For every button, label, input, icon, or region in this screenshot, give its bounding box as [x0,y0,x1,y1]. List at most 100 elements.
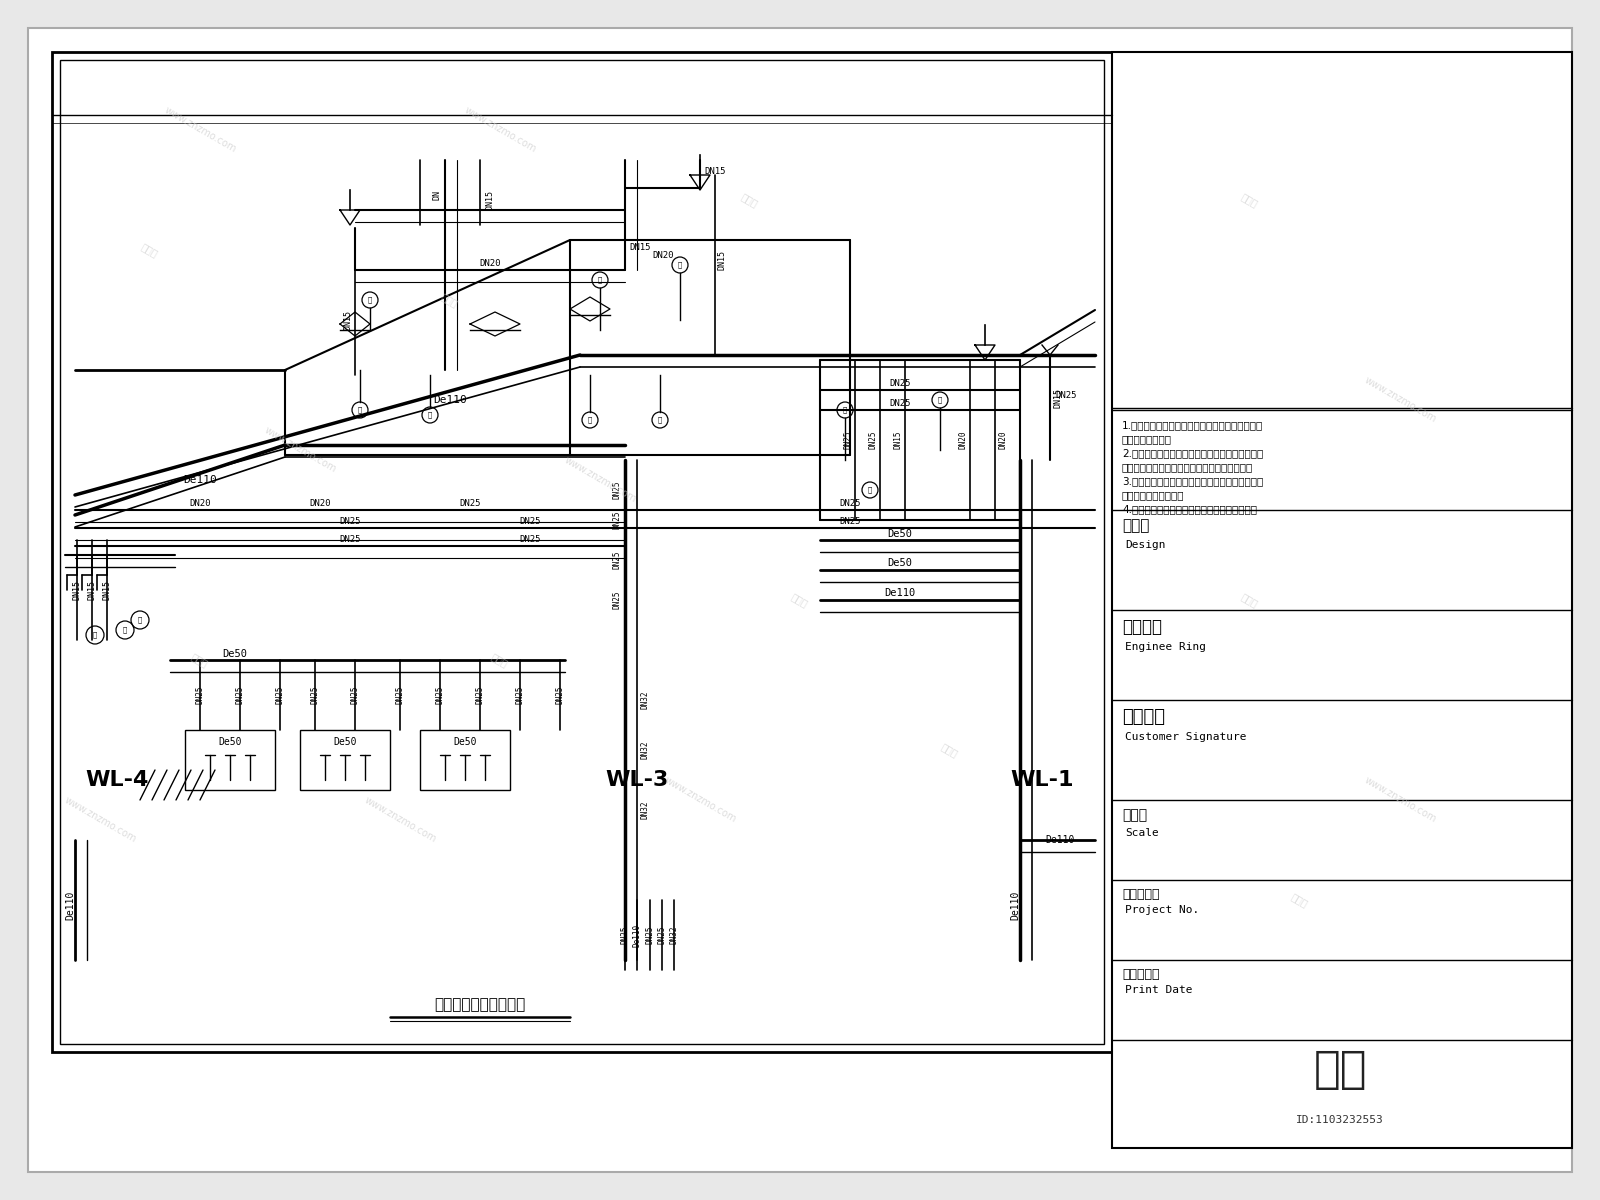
Text: 知末网: 知末网 [139,241,160,259]
Text: www.znzmo.com: www.znzmo.com [1362,775,1438,824]
Text: DN25: DN25 [195,685,205,704]
Text: 坐: 坐 [658,416,662,424]
Text: De110: De110 [632,924,642,947]
Text: DN25: DN25 [613,551,621,569]
Text: 坐: 坐 [867,487,872,493]
Text: www.znzmo.com: www.znzmo.com [162,106,238,155]
Text: DN20: DN20 [480,259,501,269]
Text: De50: De50 [453,737,477,746]
Text: 知末网: 知末网 [739,191,760,209]
Text: DN25: DN25 [869,431,877,449]
Text: DN25: DN25 [235,685,245,704]
Text: DN25: DN25 [475,685,485,704]
Text: 3.切勿量度图纸，应以图中所注尺寸为准，最终尺: 3.切勿量度图纸，应以图中所注尺寸为准，最终尺 [1122,476,1264,486]
Text: Customer Signature: Customer Signature [1125,732,1246,742]
Text: WL-1: WL-1 [1010,770,1074,790]
Text: DN32: DN32 [640,740,650,760]
Text: 坐: 坐 [427,412,432,419]
Text: DN15: DN15 [88,580,96,600]
Text: 1.本设计图纸版权归本公司所有，未经本公司书面: 1.本设计图纸版权归本公司所有，未经本公司书面 [1122,420,1264,430]
Text: De110: De110 [66,890,75,919]
Text: 知末网: 知末网 [1240,191,1261,209]
Text: DN15: DN15 [102,580,112,600]
Text: DN25: DN25 [435,685,445,704]
Text: DN25: DN25 [613,590,621,610]
Text: De110: De110 [885,588,915,598]
Text: Design: Design [1125,540,1165,550]
Text: DN20: DN20 [998,431,1008,449]
Text: DN25: DN25 [339,534,360,544]
Text: 知末网: 知末网 [1290,892,1310,908]
Text: 工程负责: 工程负责 [1122,618,1162,636]
Text: 三层给水、排水节点图: 三层给水、排水节点图 [434,997,526,1013]
Text: DN15: DN15 [629,244,651,252]
Text: DN25: DN25 [658,925,667,944]
Text: 盆: 盆 [358,407,362,413]
Text: 知末网: 知末网 [939,742,960,758]
Text: DN15: DN15 [704,168,726,176]
Text: DN25: DN25 [395,685,405,704]
Bar [186,730,275,790]
Text: 甲方签字: 甲方签字 [1122,708,1165,726]
Text: DN25: DN25 [339,516,360,526]
Bar [419,730,510,790]
Text: 4.除特别注明外，图中所有尺寸均为毫米单位。: 4.除特别注明外，图中所有尺寸均为毫米单位。 [1122,504,1258,514]
Text: 出图日期：: 出图日期： [1122,968,1160,982]
Text: De50: De50 [333,737,357,746]
Text: DN20: DN20 [958,431,968,449]
Text: DN25: DN25 [613,511,621,529]
Text: 漏: 漏 [678,262,682,269]
Text: De110: De110 [182,475,218,485]
Text: DN32: DN32 [640,691,650,709]
Bar [1112,52,1571,1148]
Text: 同意，不得复印。: 同意，不得复印。 [1122,434,1171,444]
Text: DN: DN [432,190,442,200]
Text: DN25: DN25 [515,685,525,704]
Text: DN25: DN25 [275,685,285,704]
Bar [61,60,1104,1044]
Text: WL-4: WL-4 [85,770,149,790]
Text: De50: De50 [888,529,912,539]
Text: DN15: DN15 [344,310,352,330]
Text: 漏: 漏 [368,296,373,304]
Text: www.znzmo.com: www.znzmo.com [62,796,138,845]
Text: DN15: DN15 [485,190,494,210]
Text: 知末网: 知末网 [790,592,810,608]
Text: 盆: 盆 [587,416,592,424]
Text: www.znzmo.com: www.znzmo.com [462,106,538,155]
Text: 有关图纸协调使用，发现任何差异请立即通知。: 有关图纸协调使用，发现任何差异请立即通知。 [1122,462,1253,472]
Text: Enginee Ring: Enginee Ring [1125,642,1206,652]
Text: DN25: DN25 [1054,390,1077,400]
Text: DN32: DN32 [640,800,650,820]
Text: Print Date: Print Date [1125,985,1192,995]
Text: DN25: DN25 [840,516,861,526]
Text: 漏: 漏 [138,617,142,623]
Text: 工程编号：: 工程编号： [1122,888,1160,901]
Text: De110: De110 [1010,890,1021,919]
Text: www.znzmo.com: www.znzmo.com [562,455,638,505]
Text: DN25: DN25 [621,925,629,944]
Text: DN25: DN25 [459,498,480,508]
Text: DN15: DN15 [1053,388,1062,408]
Text: 知本: 知本 [1314,1049,1366,1092]
Text: DN20: DN20 [653,251,674,259]
Text: DN25: DN25 [613,481,621,499]
Text: De110: De110 [434,395,467,404]
Text: DN25: DN25 [843,431,853,449]
Text: DN25: DN25 [555,685,565,704]
Text: www.znzmo.com: www.znzmo.com [262,425,338,475]
Text: De50: De50 [888,558,912,568]
Text: 漏: 漏 [598,277,602,283]
Text: DN32: DN32 [669,925,678,944]
Text: www.znzmo.com: www.znzmo.com [362,796,438,845]
Text: www.znzmo.com: www.znzmo.com [662,775,738,824]
Text: 知末网: 知末网 [490,652,510,668]
Text: De50: De50 [222,649,248,659]
Text: Scale: Scale [1125,828,1158,838]
Text: 设计：: 设计： [1122,518,1149,533]
Text: Project No.: Project No. [1125,905,1200,914]
Text: 寸需在现场校对准确。: 寸需在现场校对准确。 [1122,490,1184,500]
Text: DN20: DN20 [189,498,211,508]
Bar [51,52,1112,1052]
Text: DN20: DN20 [309,498,331,508]
